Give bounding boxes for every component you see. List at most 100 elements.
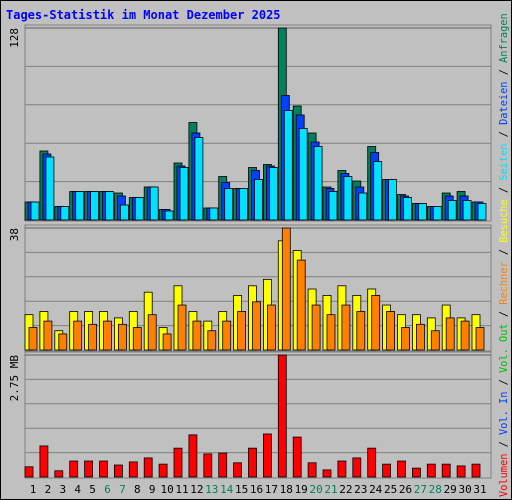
x-tick-label: 20 — [309, 483, 322, 496]
x-tick-label: 29 — [444, 483, 457, 496]
bar — [426, 463, 436, 478]
bar — [218, 452, 228, 478]
bar — [134, 197, 144, 221]
bar — [209, 207, 219, 221]
x-tick-label: 24 — [369, 483, 383, 496]
bar — [173, 447, 183, 478]
x-tick-label: 7 — [119, 483, 126, 496]
bar — [401, 327, 410, 351]
x-tick-label: 13 — [205, 483, 218, 496]
bar — [281, 227, 291, 351]
bar — [39, 445, 49, 478]
legend-entry: Rechner — [498, 261, 510, 304]
x-tick-label: 10 — [160, 483, 173, 496]
bar — [371, 295, 381, 351]
bar — [266, 304, 276, 351]
bar — [99, 460, 108, 478]
bar — [445, 317, 455, 351]
bar — [73, 320, 83, 351]
bar — [382, 463, 392, 478]
x-tick-label: 5 — [89, 483, 96, 496]
bar — [118, 323, 127, 351]
legend: Volumen / Vol. In / Vol. Out / Rechner /… — [498, 13, 510, 497]
bar — [326, 314, 336, 351]
bar — [128, 461, 138, 478]
bar — [417, 203, 427, 221]
x-tick-label: 30 — [458, 483, 471, 496]
bar — [162, 333, 172, 351]
x-tick-label: 22 — [339, 483, 352, 496]
x-tick-label: 18 — [280, 483, 293, 496]
bar — [262, 433, 272, 478]
bar — [84, 460, 93, 478]
bar — [90, 191, 99, 221]
bar — [239, 188, 249, 221]
bar — [69, 460, 79, 478]
bar — [233, 462, 243, 478]
bar — [462, 200, 472, 221]
x-tick-label: 25 — [384, 483, 397, 496]
bar — [207, 330, 217, 351]
chart-title: Tages-Statistik im Monat Dezember 2025 — [6, 8, 281, 22]
x-tick-label: 14 — [220, 483, 234, 496]
x-tick-label: 27 — [414, 483, 427, 496]
bar — [149, 186, 159, 221]
bar — [45, 156, 55, 221]
bar — [311, 304, 321, 351]
bar — [222, 320, 232, 351]
x-tick-label: 21 — [324, 483, 337, 496]
x-tick-label: 11 — [175, 483, 188, 496]
y-tick-label: 2.75 MB — [8, 355, 21, 402]
legend-separator: / — [498, 435, 510, 454]
bar — [432, 206, 442, 221]
plot-area — [24, 351, 492, 479]
bar — [164, 210, 174, 221]
legend-entry: Vol. In — [498, 392, 510, 435]
legend-entry: Seiten — [498, 144, 510, 181]
bar — [460, 320, 470, 351]
bar — [415, 323, 425, 351]
bar — [252, 301, 261, 351]
bar — [356, 311, 366, 351]
bar — [143, 457, 153, 478]
bar — [411, 467, 421, 478]
bar — [313, 146, 323, 221]
legend-separator: / — [498, 181, 510, 200]
bar — [248, 447, 257, 478]
bar — [75, 191, 85, 221]
bar — [328, 191, 338, 221]
x-tick-label: 6 — [104, 483, 111, 496]
legend-separator: / — [498, 63, 510, 82]
bar — [203, 453, 213, 478]
y-tick-label: 128 — [8, 28, 21, 48]
bar — [441, 463, 451, 478]
legend-entry: Vol. Out — [498, 323, 510, 373]
bar — [114, 464, 123, 478]
bar — [30, 201, 40, 221]
x-tick-label: 3 — [59, 483, 66, 496]
bar — [430, 330, 440, 351]
x-tick-label: 16 — [250, 483, 263, 496]
bar — [192, 320, 202, 351]
legend-separator: / — [498, 243, 510, 262]
bar — [88, 323, 97, 351]
x-tick-label: 8 — [134, 483, 141, 496]
legend-separator: / — [498, 305, 510, 324]
bar — [147, 314, 157, 351]
bar — [337, 460, 347, 478]
bar — [341, 304, 351, 351]
bar — [60, 206, 70, 221]
bar — [179, 167, 189, 221]
x-tick-label: 1 — [30, 483, 37, 496]
legend-separator: / — [498, 373, 510, 392]
x-tick-label: 28 — [429, 483, 442, 496]
legend-entry: Anfragen — [498, 13, 510, 63]
bar — [367, 447, 377, 478]
x-tick-label: 17 — [265, 483, 278, 496]
bar — [54, 470, 64, 478]
bar — [456, 465, 466, 478]
bar — [358, 192, 368, 221]
bar — [475, 327, 485, 351]
bar — [224, 188, 234, 221]
